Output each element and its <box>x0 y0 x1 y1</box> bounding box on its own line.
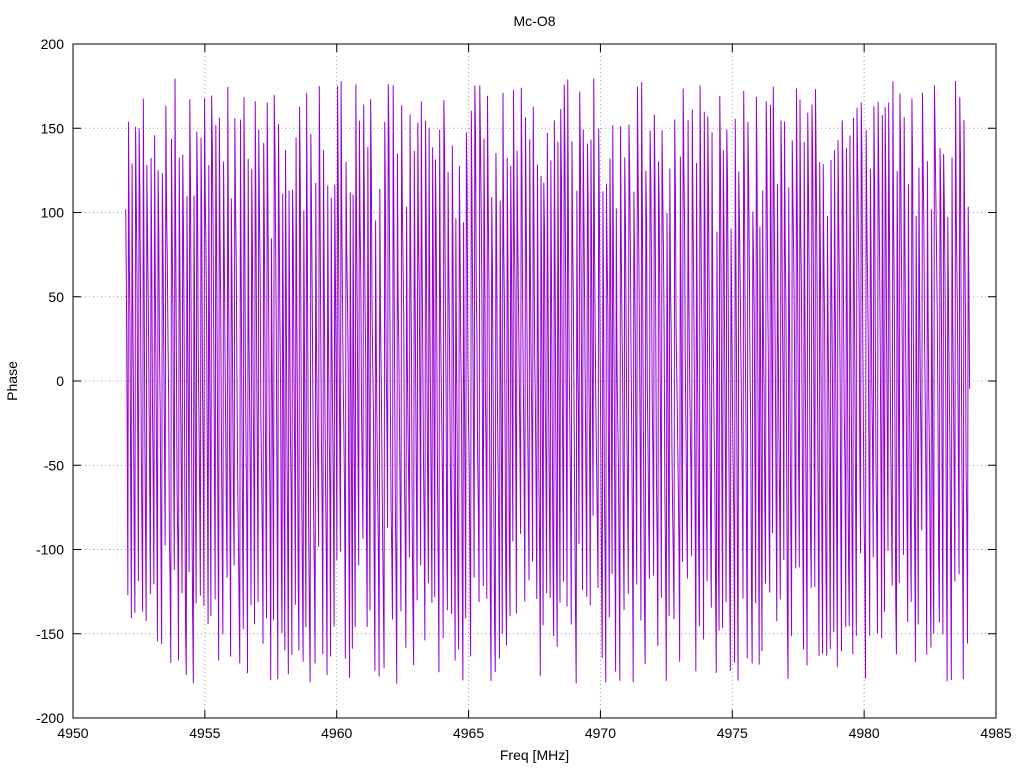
x-axis-label: Freq [MHz] <box>500 747 569 763</box>
axis-ticks <box>72 43 997 719</box>
x-tick-label: 4970 <box>585 725 616 741</box>
x-tick-label: 4965 <box>453 725 484 741</box>
phase-series-line <box>125 78 971 684</box>
y-tick-label: 150 <box>41 120 65 136</box>
x-tick-label: 4980 <box>849 725 880 741</box>
x-tick-label: 4955 <box>189 725 220 741</box>
x-tick-labels: 4950 4955 4960 4965 4970 4975 4980 4985 <box>57 725 1011 741</box>
x-tick-label: 4985 <box>980 725 1011 741</box>
x-tick-label: 4950 <box>57 725 88 741</box>
y-tick-labels: -200 -150 -100 -50 0 50 100 150 200 <box>36 36 64 726</box>
chart-title: Mc-O8 <box>514 13 556 29</box>
y-tick-label: 50 <box>48 289 64 305</box>
series-group <box>125 78 971 684</box>
x-tick-label: 4960 <box>321 725 352 741</box>
y-tick-label: 200 <box>41 36 65 52</box>
y-tick-label: -200 <box>36 710 64 726</box>
y-tick-label: -150 <box>36 626 64 642</box>
y-tick-label: 0 <box>56 373 64 389</box>
y-tick-label: -100 <box>36 542 64 558</box>
y-tick-label: -50 <box>44 457 64 473</box>
y-tick-label: 100 <box>41 205 65 221</box>
x-tick-label: 4975 <box>717 725 748 741</box>
y-axis-label: Phase <box>4 361 20 401</box>
